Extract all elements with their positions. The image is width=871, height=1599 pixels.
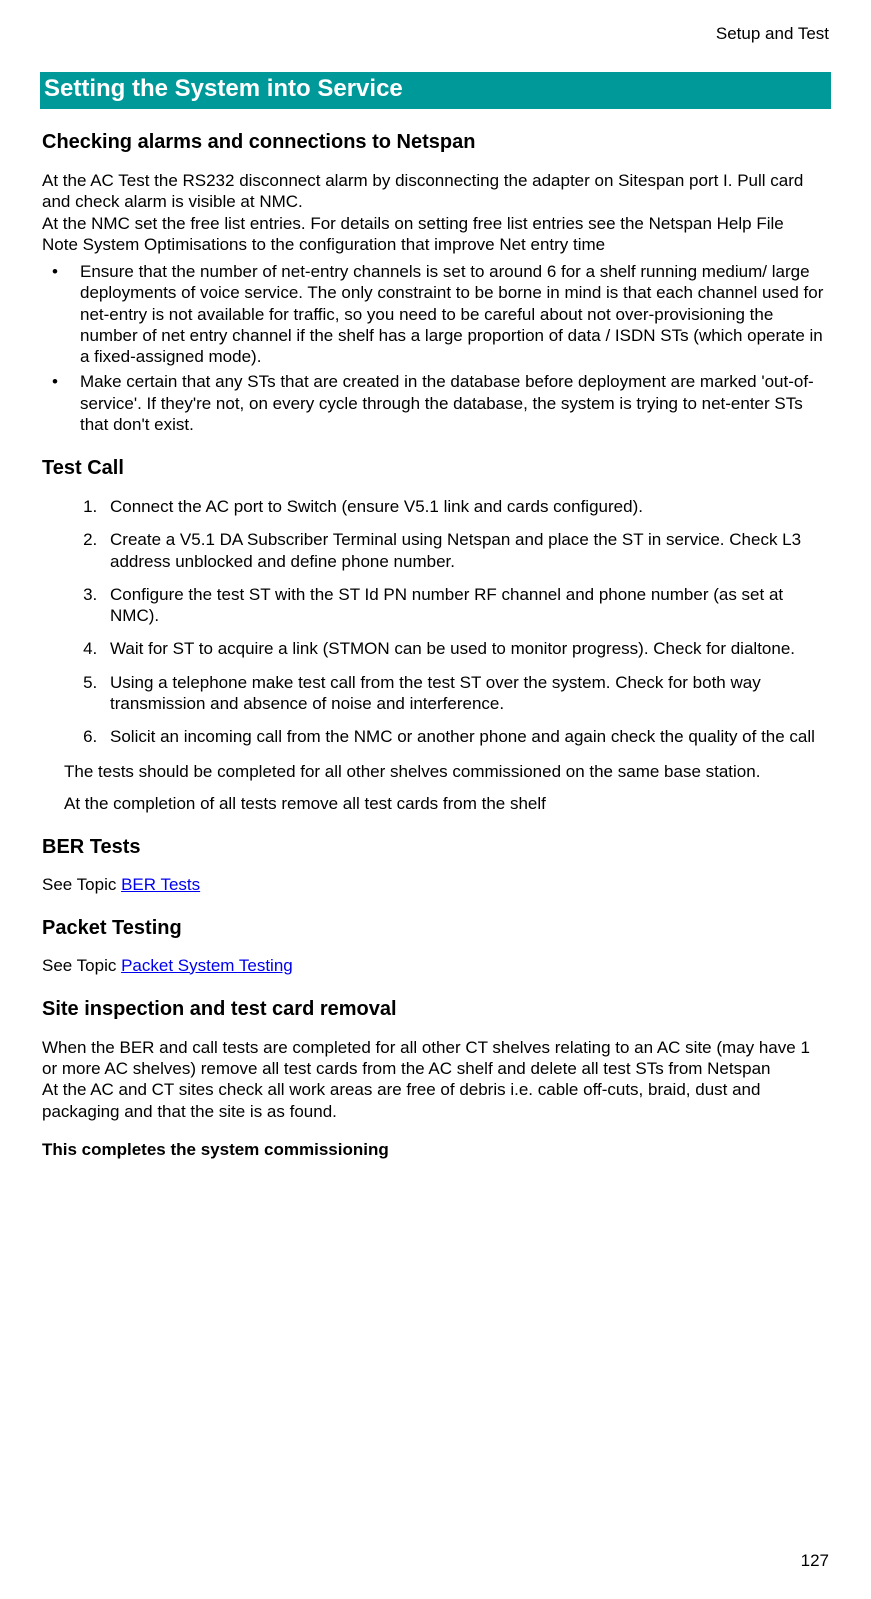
closing-line: This completes the system commissioning xyxy=(42,1140,829,1160)
checking-p3: Note System Optimisations to the configu… xyxy=(42,234,829,255)
checking-bullet-2: Make certain that any STs that are creat… xyxy=(80,371,829,435)
testcall-post1: The tests should be completed for all ot… xyxy=(64,761,829,782)
packet-link[interactable]: Packet System Testing xyxy=(121,956,293,975)
testcall-item-3: Configure the test ST with the ST Id PN … xyxy=(102,584,829,627)
checking-bullets: Ensure that the number of net-entry chan… xyxy=(42,261,829,435)
heading-testcall: Test Call xyxy=(42,457,829,480)
testcall-item-2: Create a V5.1 DA Subscriber Terminal usi… xyxy=(102,529,829,572)
header-right: Setup and Test xyxy=(42,24,829,44)
page-number: 127 xyxy=(801,1551,829,1571)
heading-site: Site inspection and test card removal xyxy=(42,998,829,1021)
page: Setup and Test Setting the System into S… xyxy=(0,0,871,1599)
testcall-item-1: Connect the AC port to Switch (ensure V5… xyxy=(102,496,829,517)
ber-prefix: See Topic xyxy=(42,875,121,894)
testcall-post2: At the completion of all tests remove al… xyxy=(64,793,829,814)
testcall-item-4: Wait for ST to acquire a link (STMON can… xyxy=(102,638,829,659)
title-bar: Setting the System into Service xyxy=(40,72,831,109)
heading-packet: Packet Testing xyxy=(42,917,829,940)
ber-see-topic: See Topic BER Tests xyxy=(42,875,829,895)
packet-prefix: See Topic xyxy=(42,956,121,975)
packet-see-topic: See Topic Packet System Testing xyxy=(42,956,829,976)
testcall-item-5: Using a telephone make test call from th… xyxy=(102,672,829,715)
heading-ber: BER Tests xyxy=(42,836,829,859)
checking-bullet-1: Ensure that the number of net-entry chan… xyxy=(80,261,829,367)
heading-checking: Checking alarms and connections to Netsp… xyxy=(42,131,829,154)
testcall-postlist: The tests should be completed for all ot… xyxy=(64,761,829,814)
checking-p1: At the AC Test the RS232 disconnect alar… xyxy=(42,170,829,213)
site-p1: When the BER and call tests are complete… xyxy=(42,1037,829,1080)
ber-link[interactable]: BER Tests xyxy=(121,875,200,894)
testcall-item-6: Solicit an incoming call from the NMC or… xyxy=(102,726,829,747)
checking-p2: At the NMC set the free list entries. Fo… xyxy=(42,213,829,234)
site-p2: At the AC and CT sites check all work ar… xyxy=(42,1079,829,1122)
testcall-list: Connect the AC port to Switch (ensure V5… xyxy=(42,496,829,747)
